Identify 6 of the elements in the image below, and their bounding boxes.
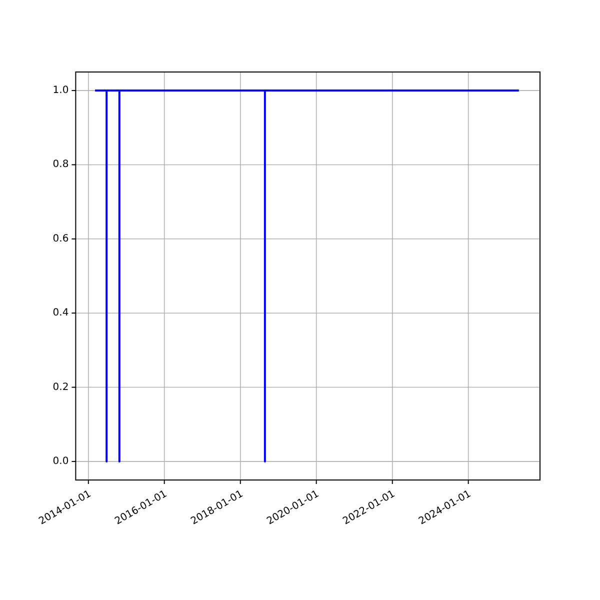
y-tick-label: 0.2 <box>52 382 69 393</box>
y-tick-label: 0.4 <box>52 308 69 319</box>
y-tick-label: 0.0 <box>52 456 69 467</box>
y-tick-label: 0.8 <box>52 159 69 170</box>
y-tick-label: 0.6 <box>52 233 69 244</box>
y-tick-label: 1.0 <box>52 85 69 96</box>
